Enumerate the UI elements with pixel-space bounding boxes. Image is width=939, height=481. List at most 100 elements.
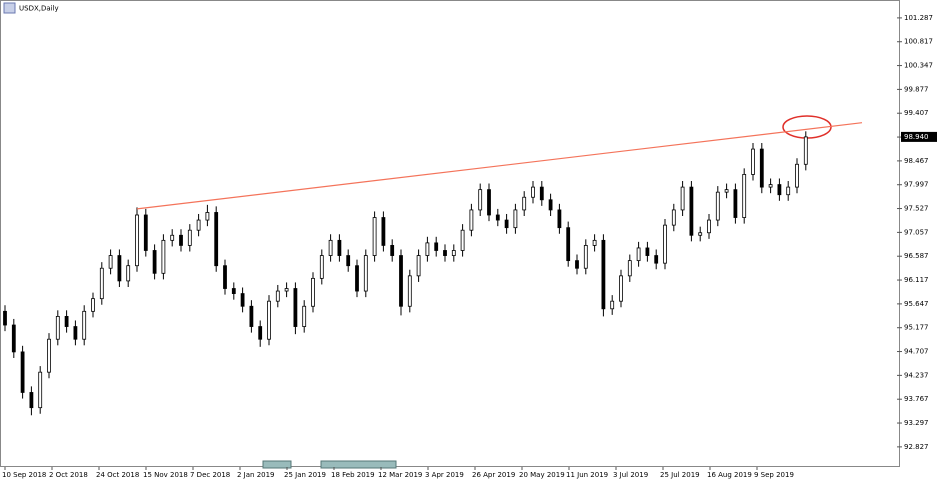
x-tick-label: 25 Jan 2019 [284, 471, 326, 479]
candle-body [557, 209, 562, 229]
candle-body [575, 260, 579, 269]
x-tick-label: 7 Dec 2018 [190, 471, 230, 479]
y-tick-label: 96.587 [904, 252, 929, 260]
y-tick-label: 96.117 [904, 276, 929, 284]
y-tick-label: 98.467 [904, 157, 929, 165]
candle-body [11, 324, 16, 353]
candle-body [478, 189, 483, 211]
candle-body [531, 186, 535, 198]
candle-body [108, 255, 113, 269]
x-tick-label: 12 Mar 2019 [378, 471, 422, 479]
y-tick-label: 97.057 [904, 228, 929, 236]
x-tick-label: 3 Apr 2019 [425, 471, 464, 479]
candle-body [583, 245, 588, 269]
candle-body [143, 214, 148, 251]
candle-body [460, 229, 465, 251]
candle-body [627, 260, 632, 277]
candle-body [768, 184, 773, 188]
candle-body [355, 265, 359, 292]
candle-body [55, 316, 60, 340]
candle-body [187, 229, 192, 246]
candle-body [610, 300, 615, 310]
candle-body [20, 351, 25, 393]
x-tick-label: 25 Jul 2019 [660, 471, 700, 479]
candle-body [363, 255, 368, 292]
last-price-box [901, 131, 937, 142]
candle-body [275, 290, 280, 302]
candle-body [715, 191, 720, 221]
candle-body [619, 275, 623, 302]
candle-body [663, 224, 667, 264]
y-tick-label: 100.817 [904, 38, 933, 46]
candle-body [698, 232, 703, 236]
last-price-label: 98.940 [904, 133, 929, 141]
y-tick-label: 94.707 [904, 348, 929, 356]
candle-body [733, 189, 738, 218]
y-tick-label: 101.287 [904, 14, 933, 22]
candle-body [522, 196, 527, 211]
candle-body [601, 239, 606, 310]
candle-body [135, 214, 139, 267]
y-tick-label: 94.237 [904, 371, 929, 379]
candle-body [451, 250, 456, 256]
candle-body [293, 288, 298, 327]
candle-body [99, 267, 104, 300]
candle-body [795, 163, 799, 188]
candle-body [548, 199, 553, 211]
candle-body [196, 219, 201, 231]
y-tick-label: 93.767 [904, 395, 929, 403]
x-tick-label: 15 Nov 2018 [143, 471, 188, 479]
candle-body [126, 265, 131, 282]
trendline [136, 122, 863, 210]
candle-body [487, 189, 491, 216]
candle-body [416, 255, 421, 277]
plot-frame [0, 0, 900, 467]
x-tick-label: 2 Oct 2018 [49, 471, 88, 479]
candle-body [82, 310, 87, 340]
candle-body [777, 184, 782, 196]
candle-body [38, 371, 43, 409]
candle-body [504, 219, 509, 229]
y-tick-label: 95.647 [904, 300, 929, 308]
candle-body [152, 250, 157, 274]
candle-body [495, 214, 500, 221]
y-tick-label: 92.827 [904, 443, 929, 451]
x-tick-label: 16 Aug 2019 [707, 471, 752, 479]
candle-body [64, 316, 69, 327]
candle-body [179, 234, 183, 246]
y-tick-label: 97.997 [904, 181, 929, 189]
candle-body [742, 174, 747, 218]
candle-body [513, 209, 518, 229]
x-tick-label: 3 Jul 2019 [613, 471, 648, 479]
candle-body [707, 219, 711, 234]
candle-body [645, 247, 650, 256]
candle-body [258, 326, 263, 340]
candle-body [117, 255, 122, 282]
candle-body [399, 255, 403, 307]
candle-body [337, 239, 342, 256]
y-tick-label: 97.527 [904, 205, 929, 213]
candle-body [469, 209, 474, 231]
candle-body [73, 326, 78, 340]
candle-body [566, 227, 571, 262]
candle-body [671, 209, 676, 226]
x-tick-label: 2 Jan 2019 [237, 471, 275, 479]
candle-body [803, 136, 808, 165]
candle-body [407, 275, 412, 307]
candle-body [29, 392, 34, 409]
candle-body [680, 186, 685, 211]
y-tick-label: 99.407 [904, 109, 929, 117]
candle-body [311, 277, 315, 307]
y-tick-label: 100.347 [904, 62, 933, 70]
candle-body [161, 239, 166, 274]
candle-body [249, 305, 254, 327]
candle-body [539, 186, 544, 201]
chart-title: USDX,Daily [19, 5, 59, 13]
candle-body [751, 148, 755, 175]
candle-body [592, 239, 597, 246]
candle-body [372, 217, 377, 256]
candle-body [654, 255, 659, 264]
candle-body [214, 212, 219, 267]
candle-body [231, 288, 236, 294]
